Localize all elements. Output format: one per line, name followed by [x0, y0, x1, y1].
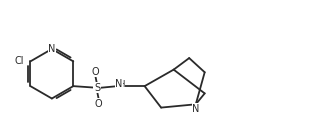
Text: O: O: [92, 67, 99, 77]
Text: N: N: [115, 79, 123, 89]
Text: H: H: [118, 80, 124, 89]
Text: N: N: [48, 44, 55, 54]
Text: N: N: [192, 104, 199, 114]
Text: Cl: Cl: [14, 56, 24, 66]
Text: S: S: [94, 83, 100, 93]
Text: O: O: [95, 99, 103, 109]
